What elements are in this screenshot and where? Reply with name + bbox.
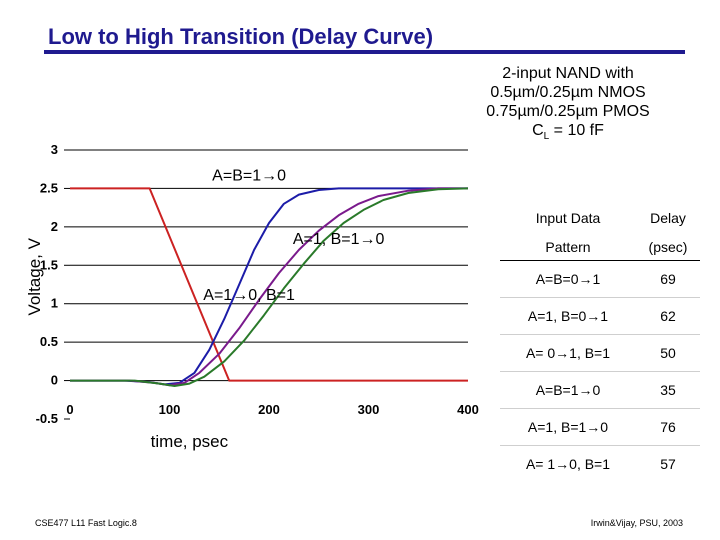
- series-line: [70, 187, 468, 382]
- y-tick-label: 2.5: [40, 180, 58, 195]
- delay-cell: 62: [660, 308, 676, 324]
- pattern-cell: A=1, B=0→1: [527, 308, 609, 324]
- table-row: A= 1→0, B=1 57: [500, 446, 700, 482]
- col-header-delay: Delay: [650, 210, 686, 226]
- x-tick-label: 0: [66, 402, 73, 417]
- footer-course: CSE477 L11 Fast Logic.8: [35, 518, 137, 528]
- y-tick-label: 0.5: [40, 334, 58, 349]
- delay-cell: 76: [660, 419, 676, 435]
- table-header-row: Input Data Delay: [500, 202, 700, 234]
- delay-table: Input Data Delay Pattern (psec) A=B=0→1 …: [500, 202, 700, 482]
- spec-line-load: CL = 10 fF: [468, 121, 668, 146]
- pattern-cell: A= 0→1, B=1: [525, 345, 611, 361]
- y-tick-label: 0: [51, 373, 58, 388]
- load-subscript: L: [543, 131, 550, 143]
- table-row: A=B=0→1 69: [500, 261, 700, 298]
- curve-annotation: A=B=1→0: [212, 168, 286, 185]
- spec-line-pmos: 0.75µm/0.25µm PMOS: [486, 103, 650, 120]
- y-tick-label: 2: [51, 219, 58, 234]
- table-row: A=1, B=0→1 62: [500, 298, 700, 335]
- table-row: A=B=1→0 35: [500, 372, 700, 409]
- pattern-cell: A=1, B=1→0: [527, 419, 609, 435]
- title-underline: [44, 50, 685, 54]
- spec-line-nmos: 0.5µm/0.25µm NMOS: [490, 84, 646, 101]
- pattern-cell: A=B=1→0: [535, 382, 601, 398]
- x-axis-label: time, psec: [151, 432, 229, 451]
- load-value: = 10 fF: [549, 122, 604, 139]
- delay-cell: 50: [660, 345, 676, 361]
- col-subheader-pattern: Pattern: [545, 239, 591, 255]
- y-tick-label: 1.5: [40, 257, 58, 272]
- y-axis-label: Voltage, V: [25, 237, 44, 315]
- table-row: A= 0→1, B=1 50: [500, 335, 700, 372]
- circuit-spec: 2-input NAND with 0.5µm/0.25µm NMOS 0.75…: [468, 64, 668, 146]
- delay-curve-chart: 3 2.5 2 1.5 1 0.5 0 -0.5 0 100 200 300 400 time, psec…: [25, 142, 479, 451]
- table-row: A=1, B=1→0 76: [500, 409, 700, 446]
- curve-annotation: A=1, B=1→0: [293, 231, 385, 248]
- x-tick-label: 100: [159, 402, 181, 417]
- y-tick-label: 1: [51, 296, 58, 311]
- delay-cell: 69: [660, 271, 676, 287]
- pattern-cell: A=B=0→1: [535, 271, 601, 287]
- delay-cell: 57: [660, 456, 676, 472]
- x-tick-label: 400: [457, 402, 479, 417]
- footer-credit: Irwin&Vijay, PSU, 2003: [590, 518, 683, 528]
- table-subheader-row: Pattern (psec): [500, 234, 700, 261]
- series-line: [70, 187, 469, 387]
- col-subheader-delay: (psec): [648, 239, 688, 255]
- curve-annotation: A=1→0, B=1: [203, 287, 295, 304]
- col-header-pattern: Input Data: [535, 210, 601, 226]
- x-tick-label: 200: [258, 402, 280, 417]
- delay-cell: 35: [660, 382, 676, 398]
- y-tick-label: -0.5: [36, 411, 58, 426]
- slide-title: Low to High Transition (Delay Curve): [48, 24, 434, 49]
- load-label: C: [532, 122, 544, 139]
- spec-line-gate: 2-input NAND with: [502, 65, 634, 82]
- pattern-cell: A= 1→0, B=1: [525, 456, 611, 472]
- y-tick-label: 3: [51, 142, 58, 157]
- x-tick-label: 300: [358, 402, 380, 417]
